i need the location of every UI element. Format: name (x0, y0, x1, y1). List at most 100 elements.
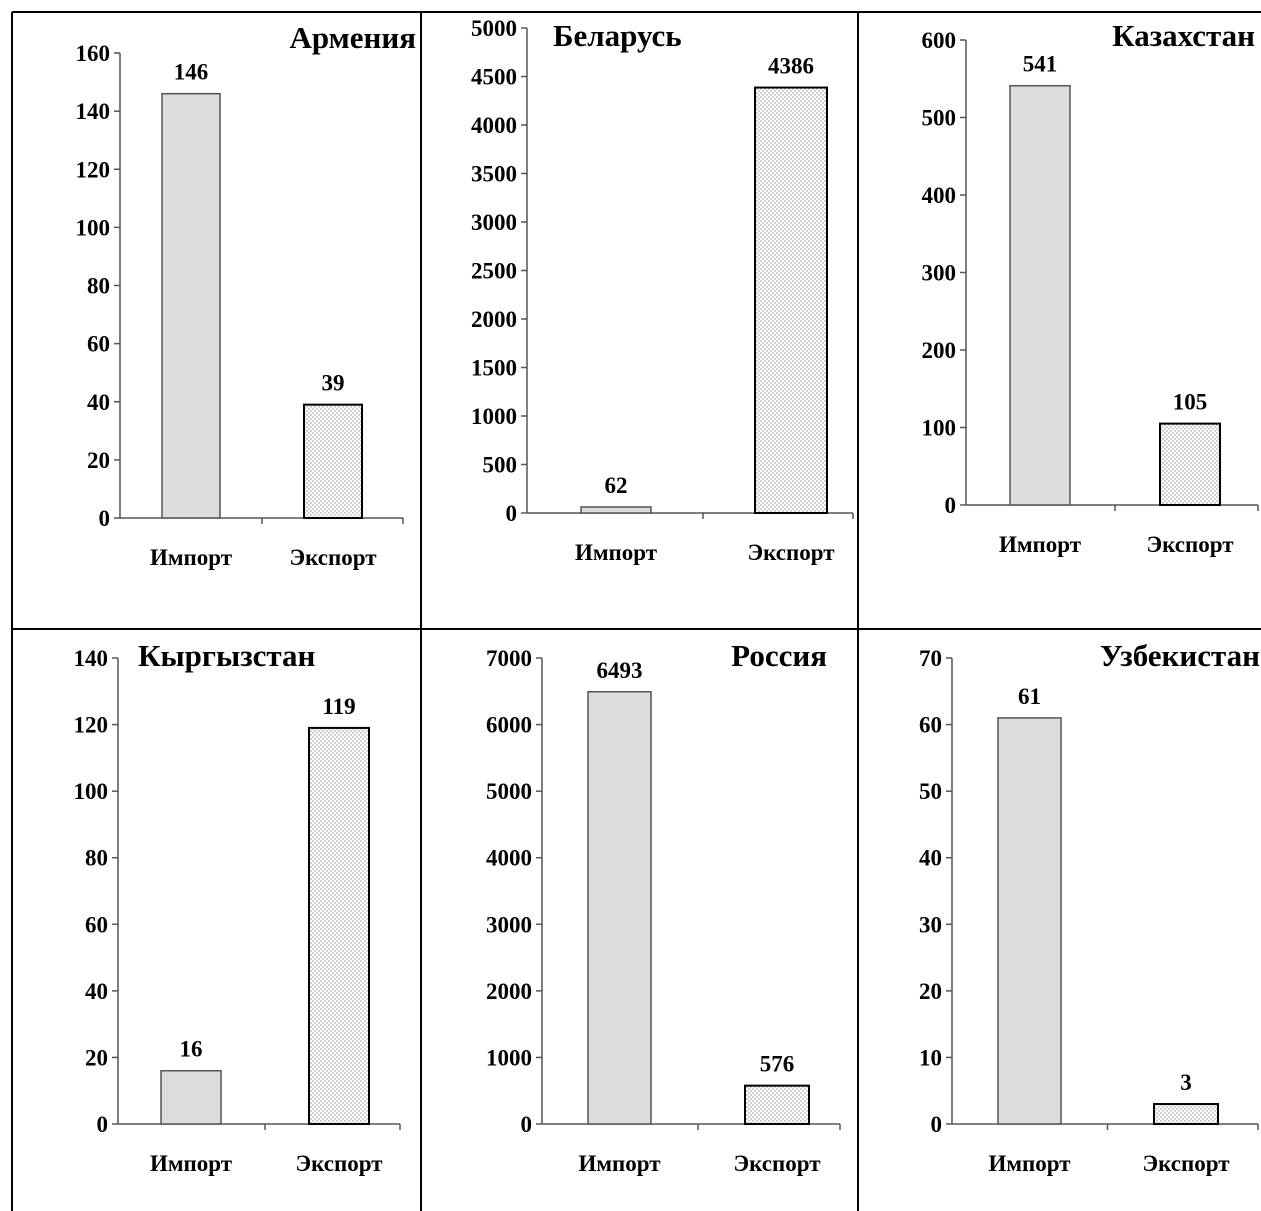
data-label: 576 (760, 1052, 795, 1077)
x-category-label: Импорт (575, 540, 658, 565)
y-tick-label: 300 (922, 261, 957, 286)
chart-title: Россия (731, 638, 827, 673)
data-label: 119 (322, 694, 355, 719)
x-category-label: Импорт (578, 1151, 661, 1176)
y-tick-label: 70 (919, 646, 942, 671)
data-label: 541 (1023, 52, 1058, 77)
y-tick-label: 600 (922, 28, 957, 53)
bar-import (587, 691, 652, 1125)
data-label: 105 (1173, 390, 1208, 415)
y-tick-label: 30 (919, 912, 942, 937)
y-tick-label: 100 (922, 416, 957, 441)
y-tick-label: 20 (87, 448, 110, 473)
bar-import (160, 1069, 222, 1125)
y-tick-label: 2000 (486, 979, 532, 1004)
chart-panels: 020406080100120140160146Импорт39ЭкспортА… (74, 16, 1261, 1176)
bar-export (1153, 1103, 1219, 1125)
bar-export (744, 1084, 810, 1126)
y-tick-label: 10 (919, 1045, 942, 1070)
y-tick-label: 500 (483, 453, 518, 478)
panel-grid-frame (11, 11, 1261, 1211)
bar-export (303, 403, 363, 519)
bar-import (1009, 84, 1071, 506)
y-tick-label: 60 (85, 912, 108, 937)
y-tick-label: 1500 (471, 356, 517, 381)
y-tick-label: 50 (919, 779, 942, 804)
y-tick-label: 20 (85, 1045, 108, 1070)
x-category-label: Импорт (999, 532, 1082, 557)
chart-title: Узбекистан (1100, 638, 1260, 673)
data-label: 6493 (597, 658, 643, 683)
y-tick-label: 40 (87, 390, 110, 415)
y-tick-label: 2500 (471, 259, 517, 284)
x-category-label: Импорт (150, 545, 233, 570)
bar-import (997, 717, 1062, 1125)
y-tick-label: 80 (85, 846, 108, 871)
y-tick-label: 120 (74, 713, 109, 738)
y-tick-label: 100 (76, 215, 111, 240)
chart-panel: 0 10 20 30 40 50 60 70 61 Импорт 3 Экспорт Узбекиста… (919, 638, 1260, 1176)
y-tick-label: 40 (85, 979, 108, 1004)
x-category-label: Импорт (150, 1151, 233, 1176)
y-tick-label: 400 (922, 183, 957, 208)
bar-export (754, 86, 828, 514)
chart-title: Казахстан (1112, 18, 1255, 53)
chart-title: Беларусь (553, 18, 682, 53)
y-tick-label: 160 (76, 41, 111, 66)
chart-panel: 0 100 200 300 400 500 600 541 Импорт 105 Экспорт Ка… (922, 18, 1259, 557)
y-tick-label: 60 (87, 332, 110, 357)
bar-export (308, 726, 370, 1126)
x-category-label: Экспорт (747, 540, 835, 565)
y-tick-label: 3000 (471, 210, 517, 235)
data-label: 61 (1018, 684, 1041, 709)
y-tick-label: 0 (99, 506, 111, 531)
y-tick-label: 100 (74, 779, 109, 804)
y-tick-label: 5000 (471, 16, 517, 41)
bar-import (580, 506, 652, 514)
data-label: 39 (322, 371, 345, 396)
y-tick-label: 4000 (486, 846, 532, 871)
chart-title: Армения (289, 20, 416, 55)
chart-panel: 0 500 1000 1500 2000 2500 3000 3500 4000 4500 5000… (471, 16, 854, 565)
y-tick-label: 3000 (486, 912, 532, 937)
chart-panel: 0 20 40 60 80 100 120 140 160 146 Импорт 39 Экспорт А… (76, 20, 417, 570)
y-tick-label: 5000 (486, 779, 532, 804)
y-tick-label: 0 (931, 1112, 943, 1137)
y-tick-label: 200 (922, 338, 957, 363)
y-tick-label: 4000 (471, 113, 517, 138)
data-label: 4386 (768, 54, 814, 79)
x-category-label: Экспорт (1142, 1151, 1230, 1176)
y-tick-label: 1000 (471, 404, 517, 429)
x-category-label: Импорт (988, 1151, 1071, 1176)
y-tick-label: 500 (922, 106, 957, 131)
y-tick-label: 20 (919, 979, 942, 1004)
y-tick-label: 2000 (471, 307, 517, 332)
y-tick-label: 40 (919, 846, 942, 871)
data-label: 3 (1180, 1070, 1192, 1095)
data-label: 146 (174, 60, 209, 85)
y-tick-label: 4500 (471, 65, 517, 90)
y-tick-label: 140 (74, 646, 109, 671)
chart-panel: 0 1000 2000 3000 4000 5000 6000 7000 6493 Импорт 5… (486, 638, 841, 1176)
y-tick-label: 0 (521, 1112, 533, 1137)
y-tick-label: 1000 (486, 1045, 532, 1070)
data-label: 62 (605, 473, 628, 498)
y-tick-label: 0 (97, 1112, 109, 1137)
y-tick-label: 7000 (486, 646, 532, 671)
y-tick-label: 140 (76, 99, 111, 124)
x-category-label: Экспорт (733, 1151, 821, 1176)
data-label: 16 (180, 1037, 203, 1062)
x-category-label: Экспорт (289, 545, 377, 570)
y-tick-label: 60 (919, 713, 942, 738)
x-category-label: Экспорт (295, 1151, 383, 1176)
y-tick-label: 80 (87, 274, 110, 299)
bar-import (161, 92, 221, 519)
chart-panel: 0 20 40 60 80 100 120 140 16 Импорт 119 Экспорт Кырг… (74, 638, 401, 1176)
y-tick-label: 0 (506, 501, 518, 526)
y-tick-label: 6000 (486, 713, 532, 738)
y-tick-label: 0 (945, 493, 957, 518)
bar-export (1159, 422, 1221, 506)
x-category-label: Экспорт (1146, 532, 1234, 557)
y-tick-label: 3500 (471, 162, 517, 187)
